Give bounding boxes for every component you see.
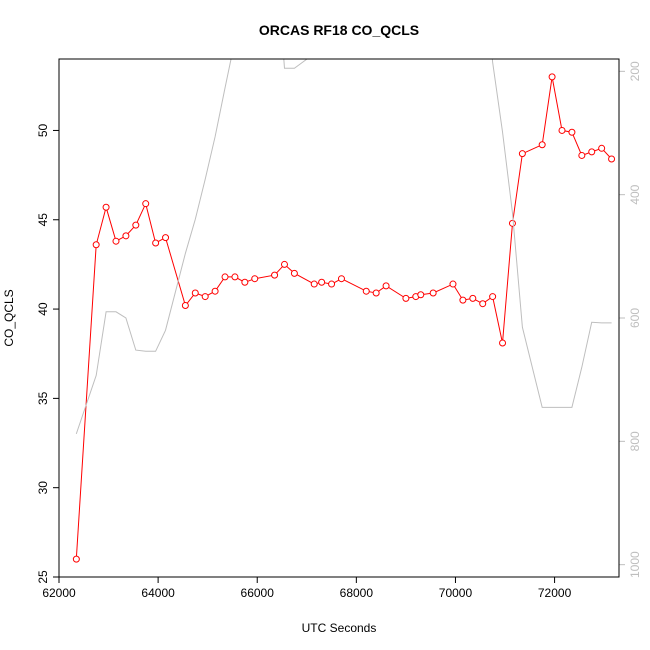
plot-frame <box>58 58 620 578</box>
data-point <box>181 301 189 309</box>
x-tick-label: 72000 <box>538 586 572 600</box>
data-point <box>568 128 576 136</box>
data-point <box>449 280 457 288</box>
data-point <box>417 291 425 299</box>
data-point <box>211 287 219 295</box>
y-tick-label: 40 <box>36 302 50 316</box>
data-point <box>548 73 556 81</box>
data-point <box>122 232 130 240</box>
data-point <box>459 296 467 304</box>
data-point <box>598 144 606 152</box>
chart-title: ORCAS RF18 CO_QCLS <box>259 22 419 38</box>
data-point <box>382 282 390 290</box>
y-tick-label: 50 <box>36 123 50 137</box>
data-point <box>280 260 288 268</box>
data-point <box>578 151 586 159</box>
data-point <box>558 126 566 134</box>
y-tick-label: 30 <box>36 481 50 495</box>
data-point <box>499 339 507 347</box>
y2-tick-label: 400 <box>628 184 642 204</box>
data-point <box>241 278 249 286</box>
data-point <box>372 289 380 297</box>
data-point <box>588 148 596 156</box>
y2-tick-label: 1000 <box>628 551 642 578</box>
y-tick-label: 45 <box>36 213 50 227</box>
x-tick-label: 66000 <box>241 586 275 600</box>
data-point <box>538 141 546 149</box>
data-point <box>318 278 326 286</box>
data-point <box>102 203 110 211</box>
data-point <box>402 294 410 302</box>
y2-tick-label: 800 <box>628 431 642 451</box>
data-point <box>429 289 437 297</box>
data-point <box>142 200 150 208</box>
data-point <box>72 555 80 563</box>
x-tick-label: 64000 <box>141 586 175 600</box>
x-axis-label: UTC Seconds <box>302 621 377 635</box>
y2-tick-label: 200 <box>628 61 642 81</box>
y-tick-label: 25 <box>36 570 50 584</box>
data-point <box>608 155 616 163</box>
y2-tick-label: 600 <box>628 308 642 328</box>
y-axis-label: CO_QCLS <box>2 289 16 346</box>
data-point <box>201 293 209 301</box>
data-point <box>231 273 239 281</box>
data-point <box>112 237 120 245</box>
data-point <box>362 287 370 295</box>
data-point <box>271 271 279 279</box>
y-tick-label: 35 <box>36 391 50 405</box>
plot-area <box>72 59 616 563</box>
data-point <box>479 300 487 308</box>
data-point <box>152 239 160 247</box>
data-point <box>328 280 336 288</box>
x-tick-label: 68000 <box>340 586 374 600</box>
x-tick-label: 70000 <box>439 586 473 600</box>
x-tick-label: 62000 <box>42 586 76 600</box>
data-point <box>489 293 497 301</box>
data-point <box>290 269 298 277</box>
series-line-right <box>75 59 612 435</box>
data-point <box>221 273 229 281</box>
data-point <box>92 241 100 249</box>
data-point <box>469 294 477 302</box>
data-point <box>508 219 516 227</box>
data-point <box>251 275 259 283</box>
data-point <box>162 234 170 242</box>
data-point <box>191 289 199 297</box>
data-point <box>310 280 318 288</box>
data-point <box>132 221 140 229</box>
data-point <box>337 275 345 283</box>
data-point <box>518 150 526 158</box>
